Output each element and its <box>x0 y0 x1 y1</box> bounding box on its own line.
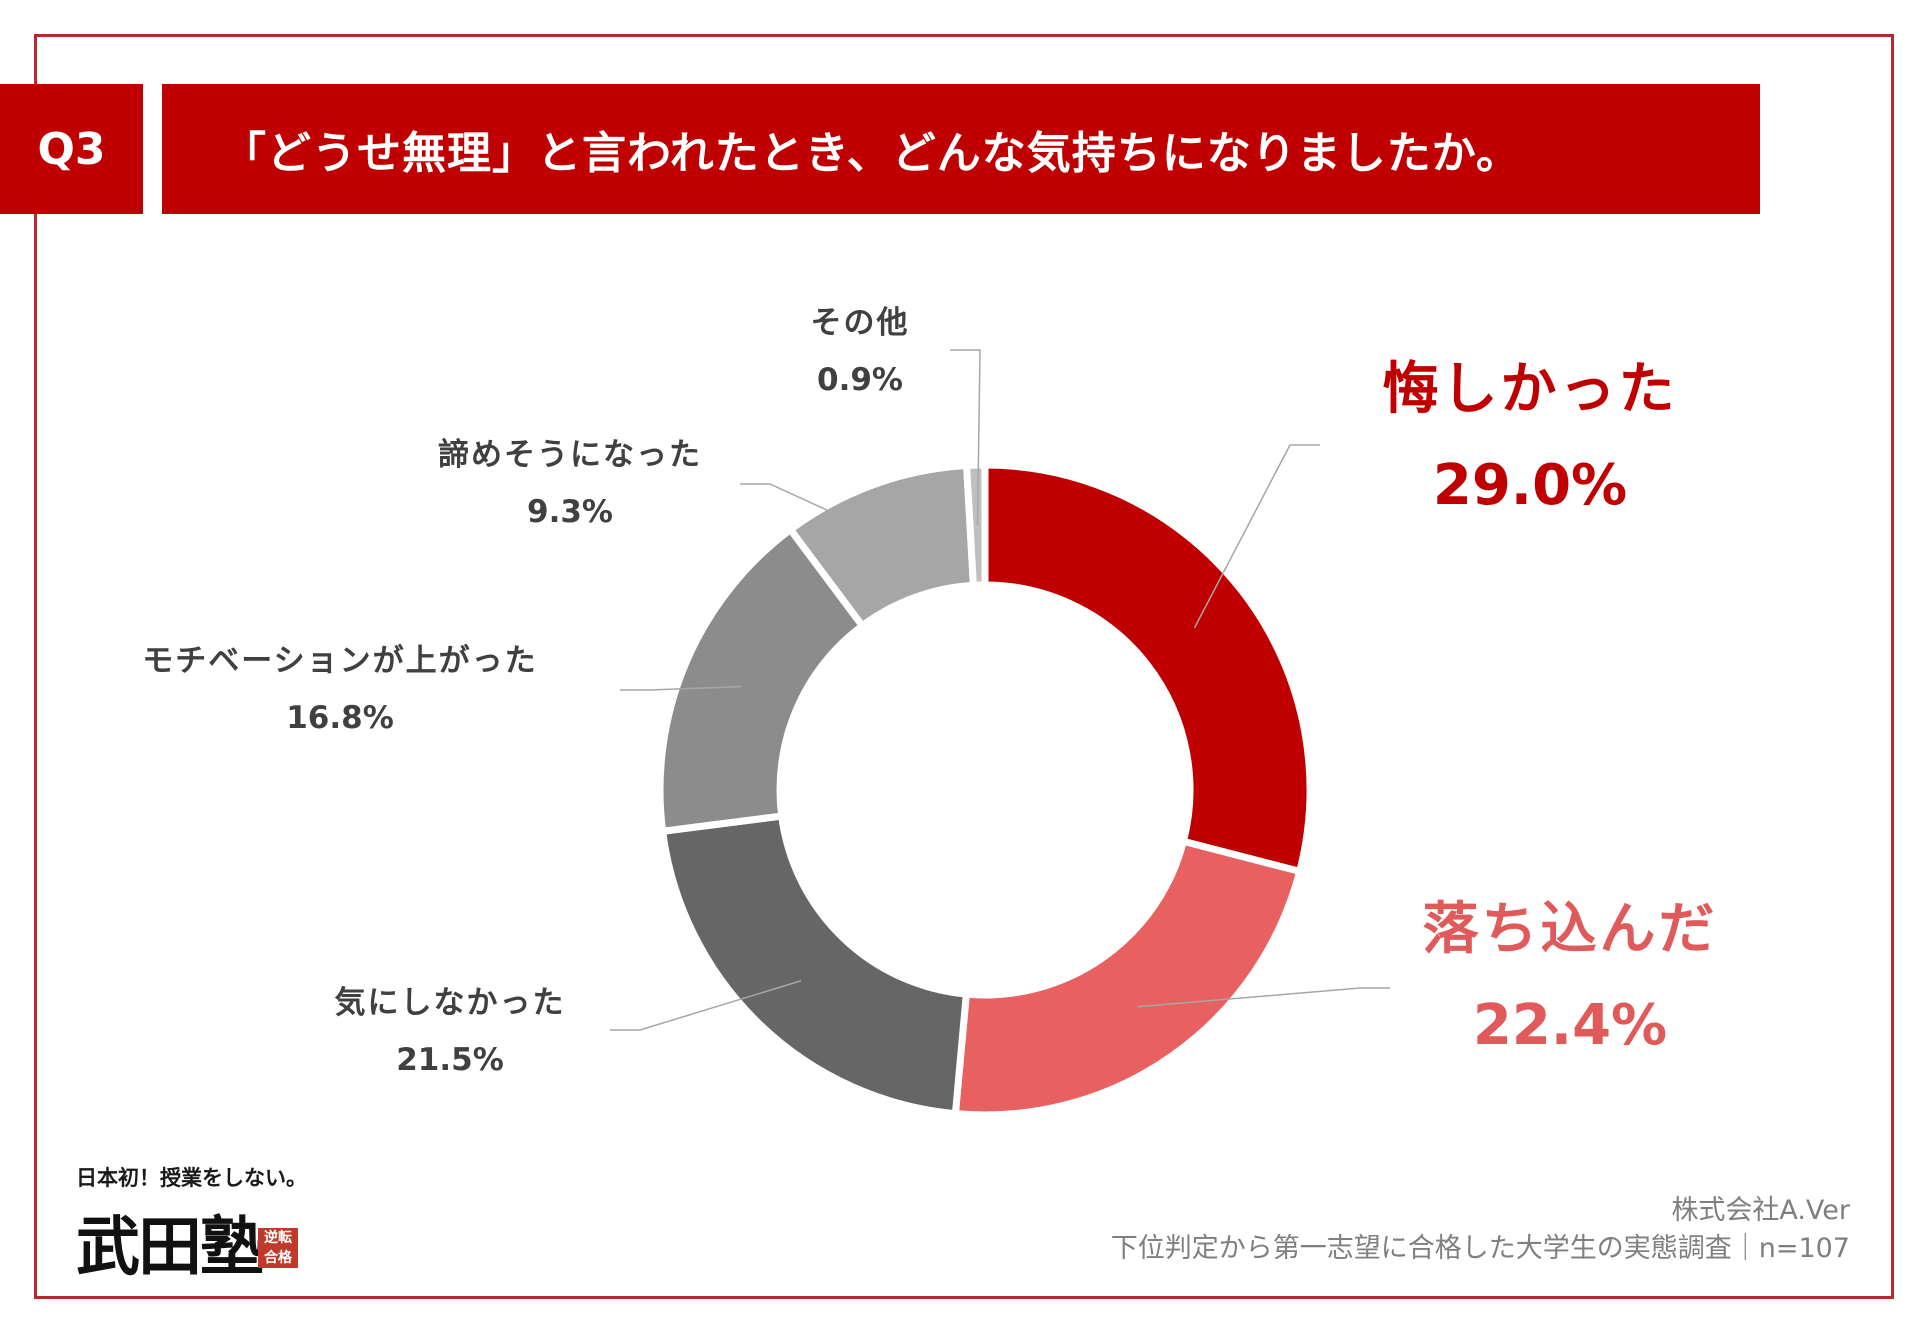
slice-name: 諦めそうになった <box>438 437 702 473</box>
slide-frame <box>34 34 1894 1299</box>
logo-tagline: 日本初！授業をしない。 <box>76 1165 307 1190</box>
logo-stamp: 逆転合格 <box>258 1228 298 1268</box>
slice-name: 落ち込んだ <box>1422 897 1718 962</box>
logo-brand: 武田塾 <box>76 1210 264 1285</box>
question-number-badge: Q3 <box>0 84 143 214</box>
leader-line-kinishinakatta <box>610 980 802 1031</box>
donut-slices <box>656 461 1314 1119</box>
slice-sonota <box>962 461 989 590</box>
slice-label-kinishinakatta: 気にしなかった 21.5% <box>300 988 600 1076</box>
slice-label-kuyashikatta: 悔しかった 29.0% <box>1370 362 1690 514</box>
source-note: 株式会社A.Ver 下位判定から第一志望に合格した大学生の実態調査｜n=107 <box>1111 1192 1850 1268</box>
slice-value: 29.0% <box>1432 453 1628 518</box>
slice-name: 悔しかった <box>1382 357 1678 422</box>
slice-value: 22.4% <box>1472 993 1668 1058</box>
slice-value: 9.3% <box>527 494 613 530</box>
question-title: 「どうせ無理」と言われたとき、どんな気持ちになりましたか。 <box>162 84 1760 214</box>
slice-kinishinakatta <box>658 812 971 1118</box>
survey-title: 下位判定から第一志望に合格した大学生の実態調査｜n=107 <box>1110 1233 1850 1264</box>
slice-value: 16.8% <box>286 700 394 736</box>
slice-value: 0.9% <box>817 362 903 398</box>
slice-label-motivation: モチベーションが上がった 16.8% <box>140 646 540 734</box>
slice-name: その他 <box>810 305 910 341</box>
leader-lines <box>610 349 1390 1031</box>
leader-line-ochikonda <box>1137 987 1390 1008</box>
slice-label-ochikonda: 落ち込んだ 22.4% <box>1410 902 1730 1054</box>
slice-name: モチベーションが上がった <box>142 643 538 679</box>
takedajuku-logo: 日本初！授業をしない。 武田塾 逆転合格 <box>76 1162 326 1285</box>
slice-value: 21.5% <box>396 1042 504 1078</box>
company-name: 株式会社A.Ver <box>1671 1195 1850 1226</box>
slice-name: 気にしなかった <box>334 985 566 1021</box>
slice-label-akiramesou: 諦めそうになった 9.3% <box>410 440 730 528</box>
slice-ochikonda <box>951 837 1304 1119</box>
leader-line-kuyashikatta <box>1193 444 1320 629</box>
leader-line-sonota <box>950 349 981 526</box>
slice-label-sonota: その他 0.9% <box>760 308 960 396</box>
leader-line-akiramesou <box>740 483 895 542</box>
leader-line-motivation <box>620 685 742 691</box>
slice-kuyashikatta <box>981 461 1314 876</box>
